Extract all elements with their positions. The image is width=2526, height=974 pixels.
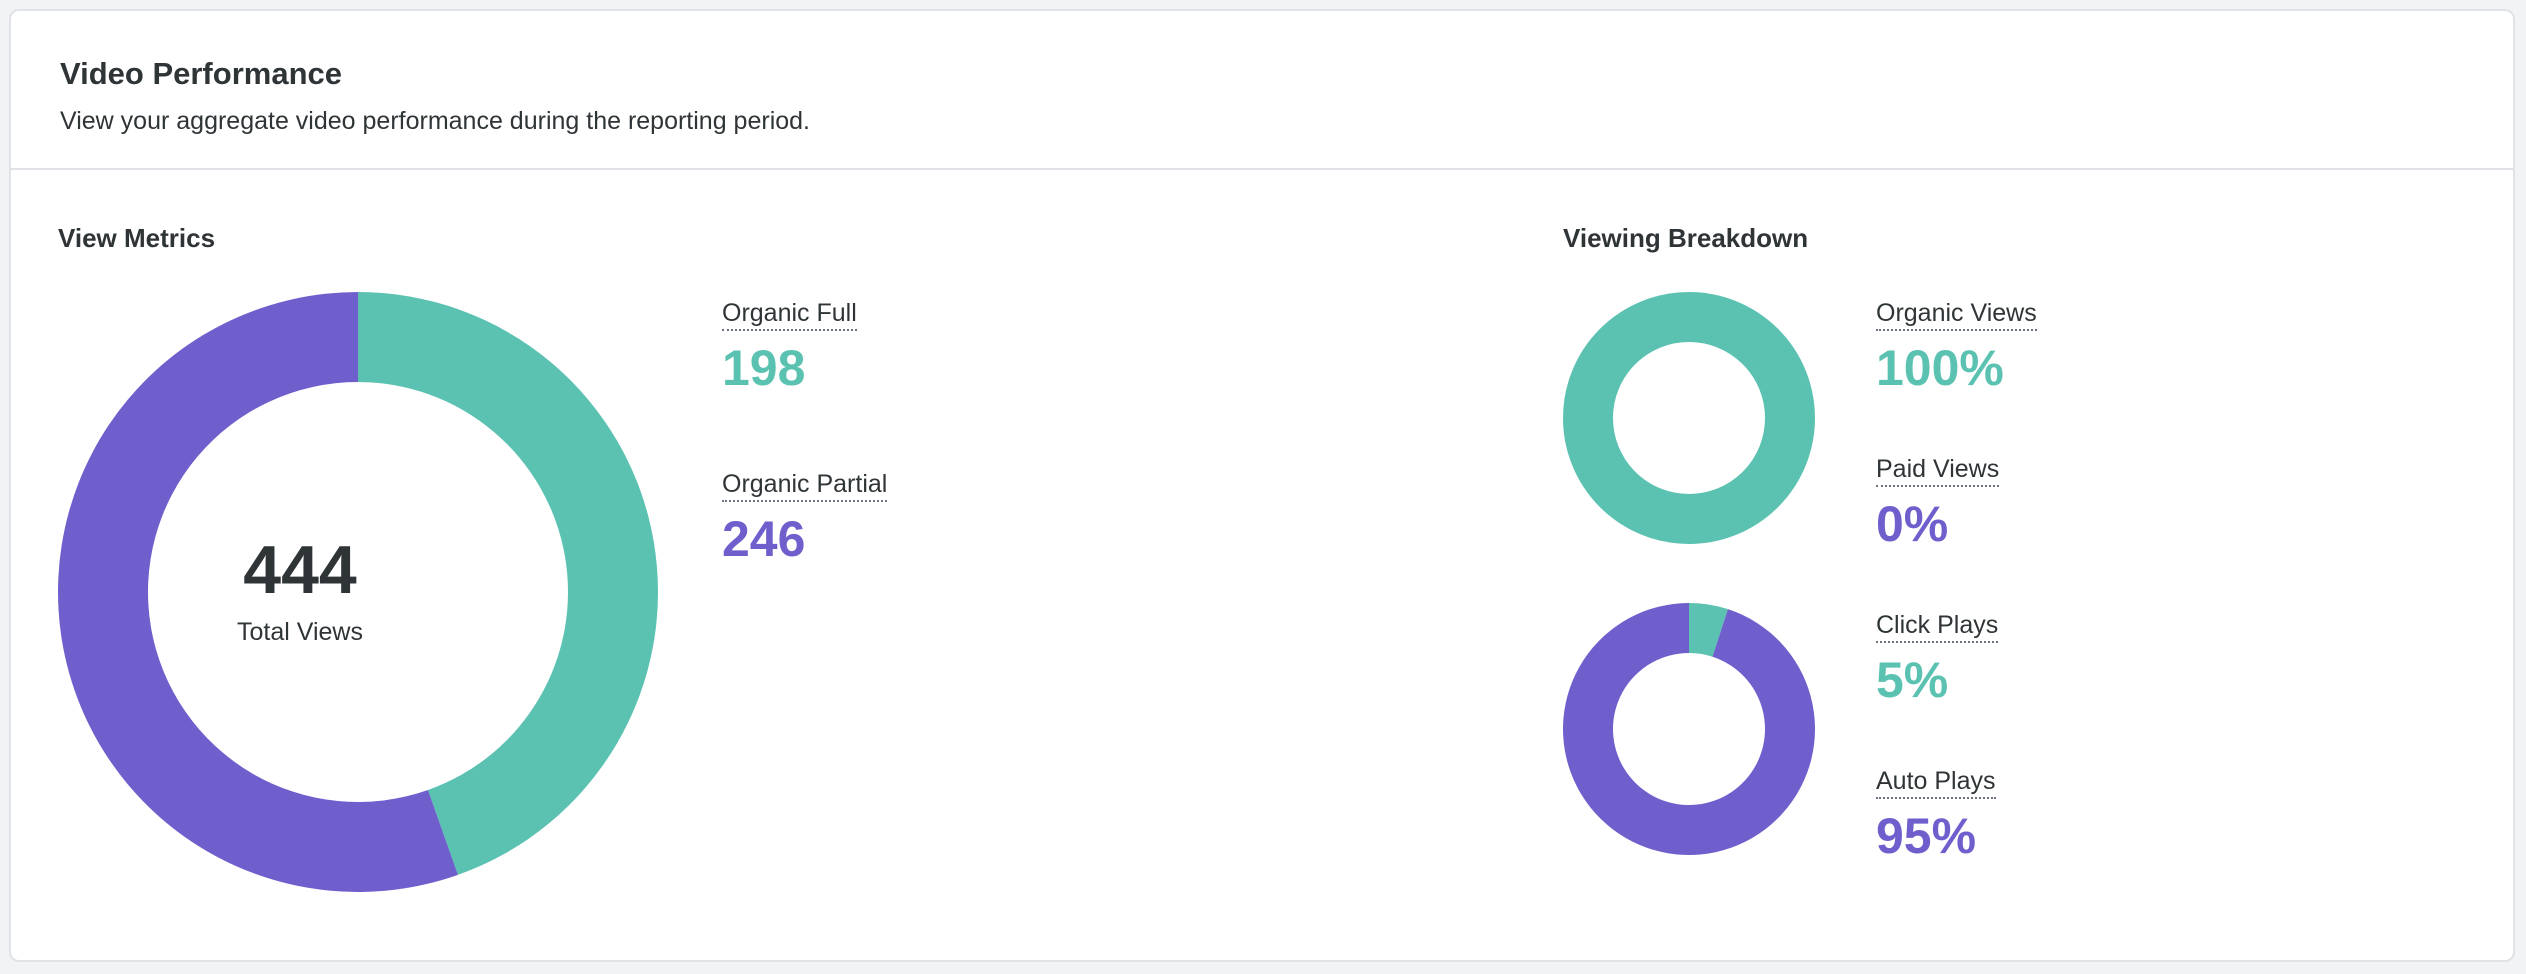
organic-full-label[interactable]: Organic Full bbox=[722, 298, 857, 331]
auto-plays-value: 95% bbox=[1876, 808, 1977, 864]
organic-full-value: 198 bbox=[722, 340, 806, 396]
total-views-value: 444 bbox=[243, 532, 357, 608]
card-title: Video Performance bbox=[60, 56, 342, 91]
slice-organic-partial bbox=[58, 292, 458, 892]
click-auto-plays-donut-chart bbox=[1563, 603, 1815, 855]
organic-views-label[interactable]: Organic Views bbox=[1876, 298, 2037, 331]
slice-organic-views bbox=[1563, 292, 1815, 544]
slice-auto-plays bbox=[1563, 603, 1815, 855]
paid-views-value: 0% bbox=[1876, 496, 1949, 552]
viewing-breakdown-title: Viewing Breakdown bbox=[1563, 223, 1809, 253]
organic-paid-donut-chart bbox=[1563, 292, 1815, 544]
card-subtitle: View your aggregate video performance du… bbox=[60, 107, 810, 135]
slice-organic-full bbox=[358, 292, 658, 875]
auto-plays-label[interactable]: Auto Plays bbox=[1876, 766, 1996, 799]
card-header: Video Performance View your aggregate vi… bbox=[11, 11, 2513, 170]
click-plays-value: 5% bbox=[1876, 652, 1949, 708]
organic-views-value: 100% bbox=[1876, 340, 2004, 396]
total-views-donut-chart bbox=[58, 292, 658, 892]
slice-click-plays bbox=[1689, 603, 1728, 657]
view-metrics-title: View Metrics bbox=[58, 223, 216, 253]
organic-partial-value: 246 bbox=[722, 511, 806, 567]
paid-views-label[interactable]: Paid Views bbox=[1876, 454, 2000, 487]
click-plays-label[interactable]: Click Plays bbox=[1876, 610, 1999, 643]
total-views-label: Total Views bbox=[237, 618, 363, 646]
organic-partial-label[interactable]: Organic Partial bbox=[722, 469, 888, 502]
